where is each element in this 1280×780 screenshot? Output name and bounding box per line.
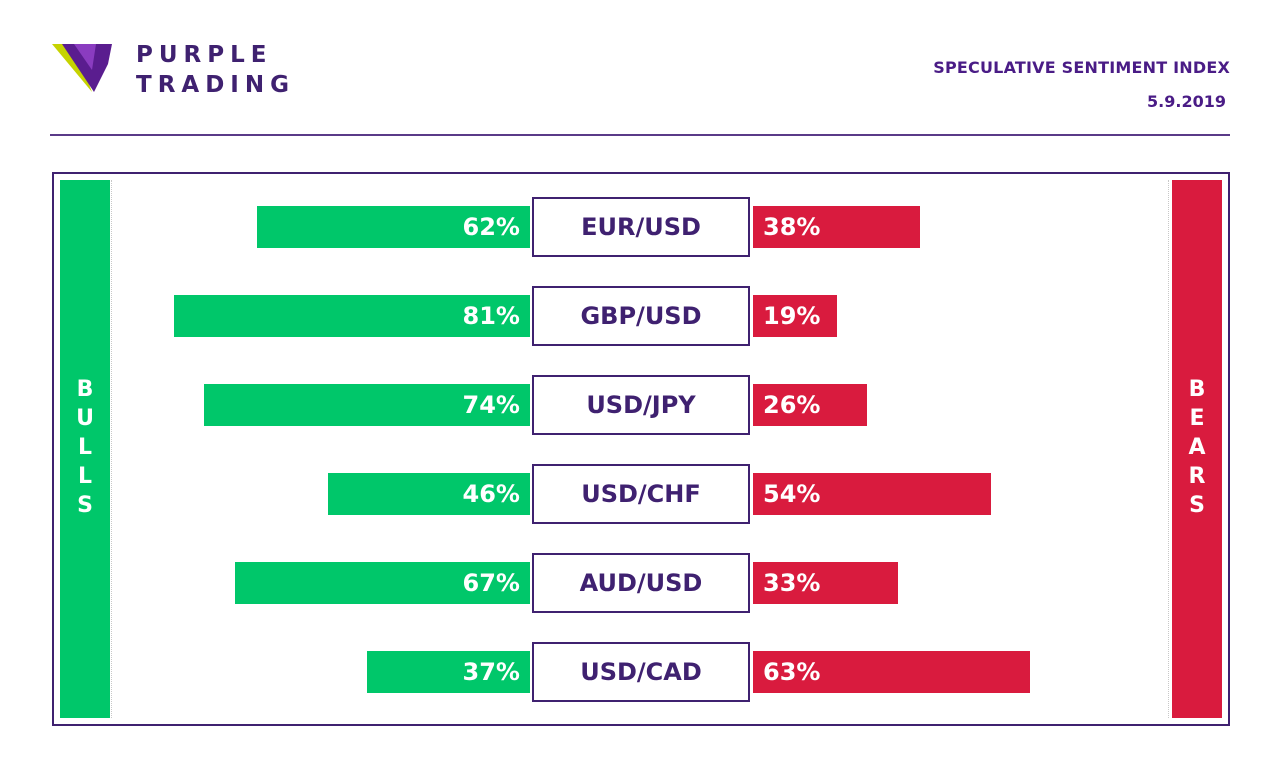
bears-label-text: BEARS	[1184, 376, 1210, 522]
sentiment-row: 67% 33% AUD/USD	[0, 553, 1280, 613]
currency-pair-label: GBP/USD	[532, 286, 750, 346]
purple-trading-logo-icon	[52, 44, 112, 92]
bears-side-label: BEARS	[1172, 180, 1222, 718]
bears-bar: 33%	[753, 562, 899, 604]
bears-bar: 54%	[753, 473, 991, 515]
bears-value-label: 33%	[763, 569, 821, 597]
currency-pair-label: EUR/USD	[532, 197, 750, 257]
bulls-value-label: 81%	[462, 302, 520, 330]
index-title: SPECULATIVE SENTIMENT INDEX	[933, 58, 1230, 77]
bulls-value-label: 74%	[462, 391, 520, 419]
sentiment-row: 46% 54% USD/CHF	[0, 464, 1280, 524]
bears-bar: 63%	[753, 651, 1031, 693]
bulls-value-label: 46%	[462, 480, 520, 508]
bears-value-label: 19%	[763, 302, 821, 330]
currency-pair-label: USD/CAD	[532, 642, 750, 702]
bears-value-label: 63%	[763, 658, 821, 686]
currency-pair-label: USD/CHF	[532, 464, 750, 524]
bulls-value-label: 37%	[462, 658, 520, 686]
sentiment-row: 37% 63% USD/CAD	[0, 642, 1280, 702]
bulls-bar: 74%	[204, 384, 530, 426]
brand-name: PURPLE TRADING	[136, 40, 295, 100]
bulls-value-label: 67%	[462, 569, 520, 597]
sentiment-row: 62% 38% EUR/USD	[0, 197, 1280, 257]
bulls-side-label: BULLS	[60, 180, 110, 718]
bulls-label-text: BULLS	[72, 376, 98, 522]
bulls-bar: 46%	[327, 473, 530, 515]
currency-pair-label: AUD/USD	[532, 553, 750, 613]
index-date: 5.9.2019	[1147, 92, 1226, 111]
bears-bar: 19%	[753, 295, 837, 337]
bulls-value-label: 62%	[462, 213, 520, 241]
currency-pair-label: USD/JPY	[532, 375, 750, 435]
bears-value-label: 26%	[763, 391, 821, 419]
bears-bar: 26%	[753, 384, 868, 426]
sentiment-row: 74% 26% USD/JPY	[0, 375, 1280, 435]
bulls-bar: 81%	[173, 295, 530, 337]
sentiment-row: 81% 19% GBP/USD	[0, 286, 1280, 346]
bears-bar: 38%	[753, 206, 921, 248]
bulls-bar: 67%	[235, 562, 530, 604]
bears-dotted-guide	[1168, 180, 1169, 718]
bulls-bar: 62%	[257, 206, 530, 248]
header-divider	[50, 134, 1230, 136]
bears-value-label: 54%	[763, 480, 821, 508]
bulls-bar: 37%	[367, 651, 530, 693]
brand-line-1: PURPLE	[136, 42, 273, 68]
bulls-dotted-guide	[111, 180, 112, 718]
brand-line-2: TRADING	[136, 72, 295, 98]
chart-frame	[52, 172, 1230, 726]
bears-value-label: 38%	[763, 213, 821, 241]
